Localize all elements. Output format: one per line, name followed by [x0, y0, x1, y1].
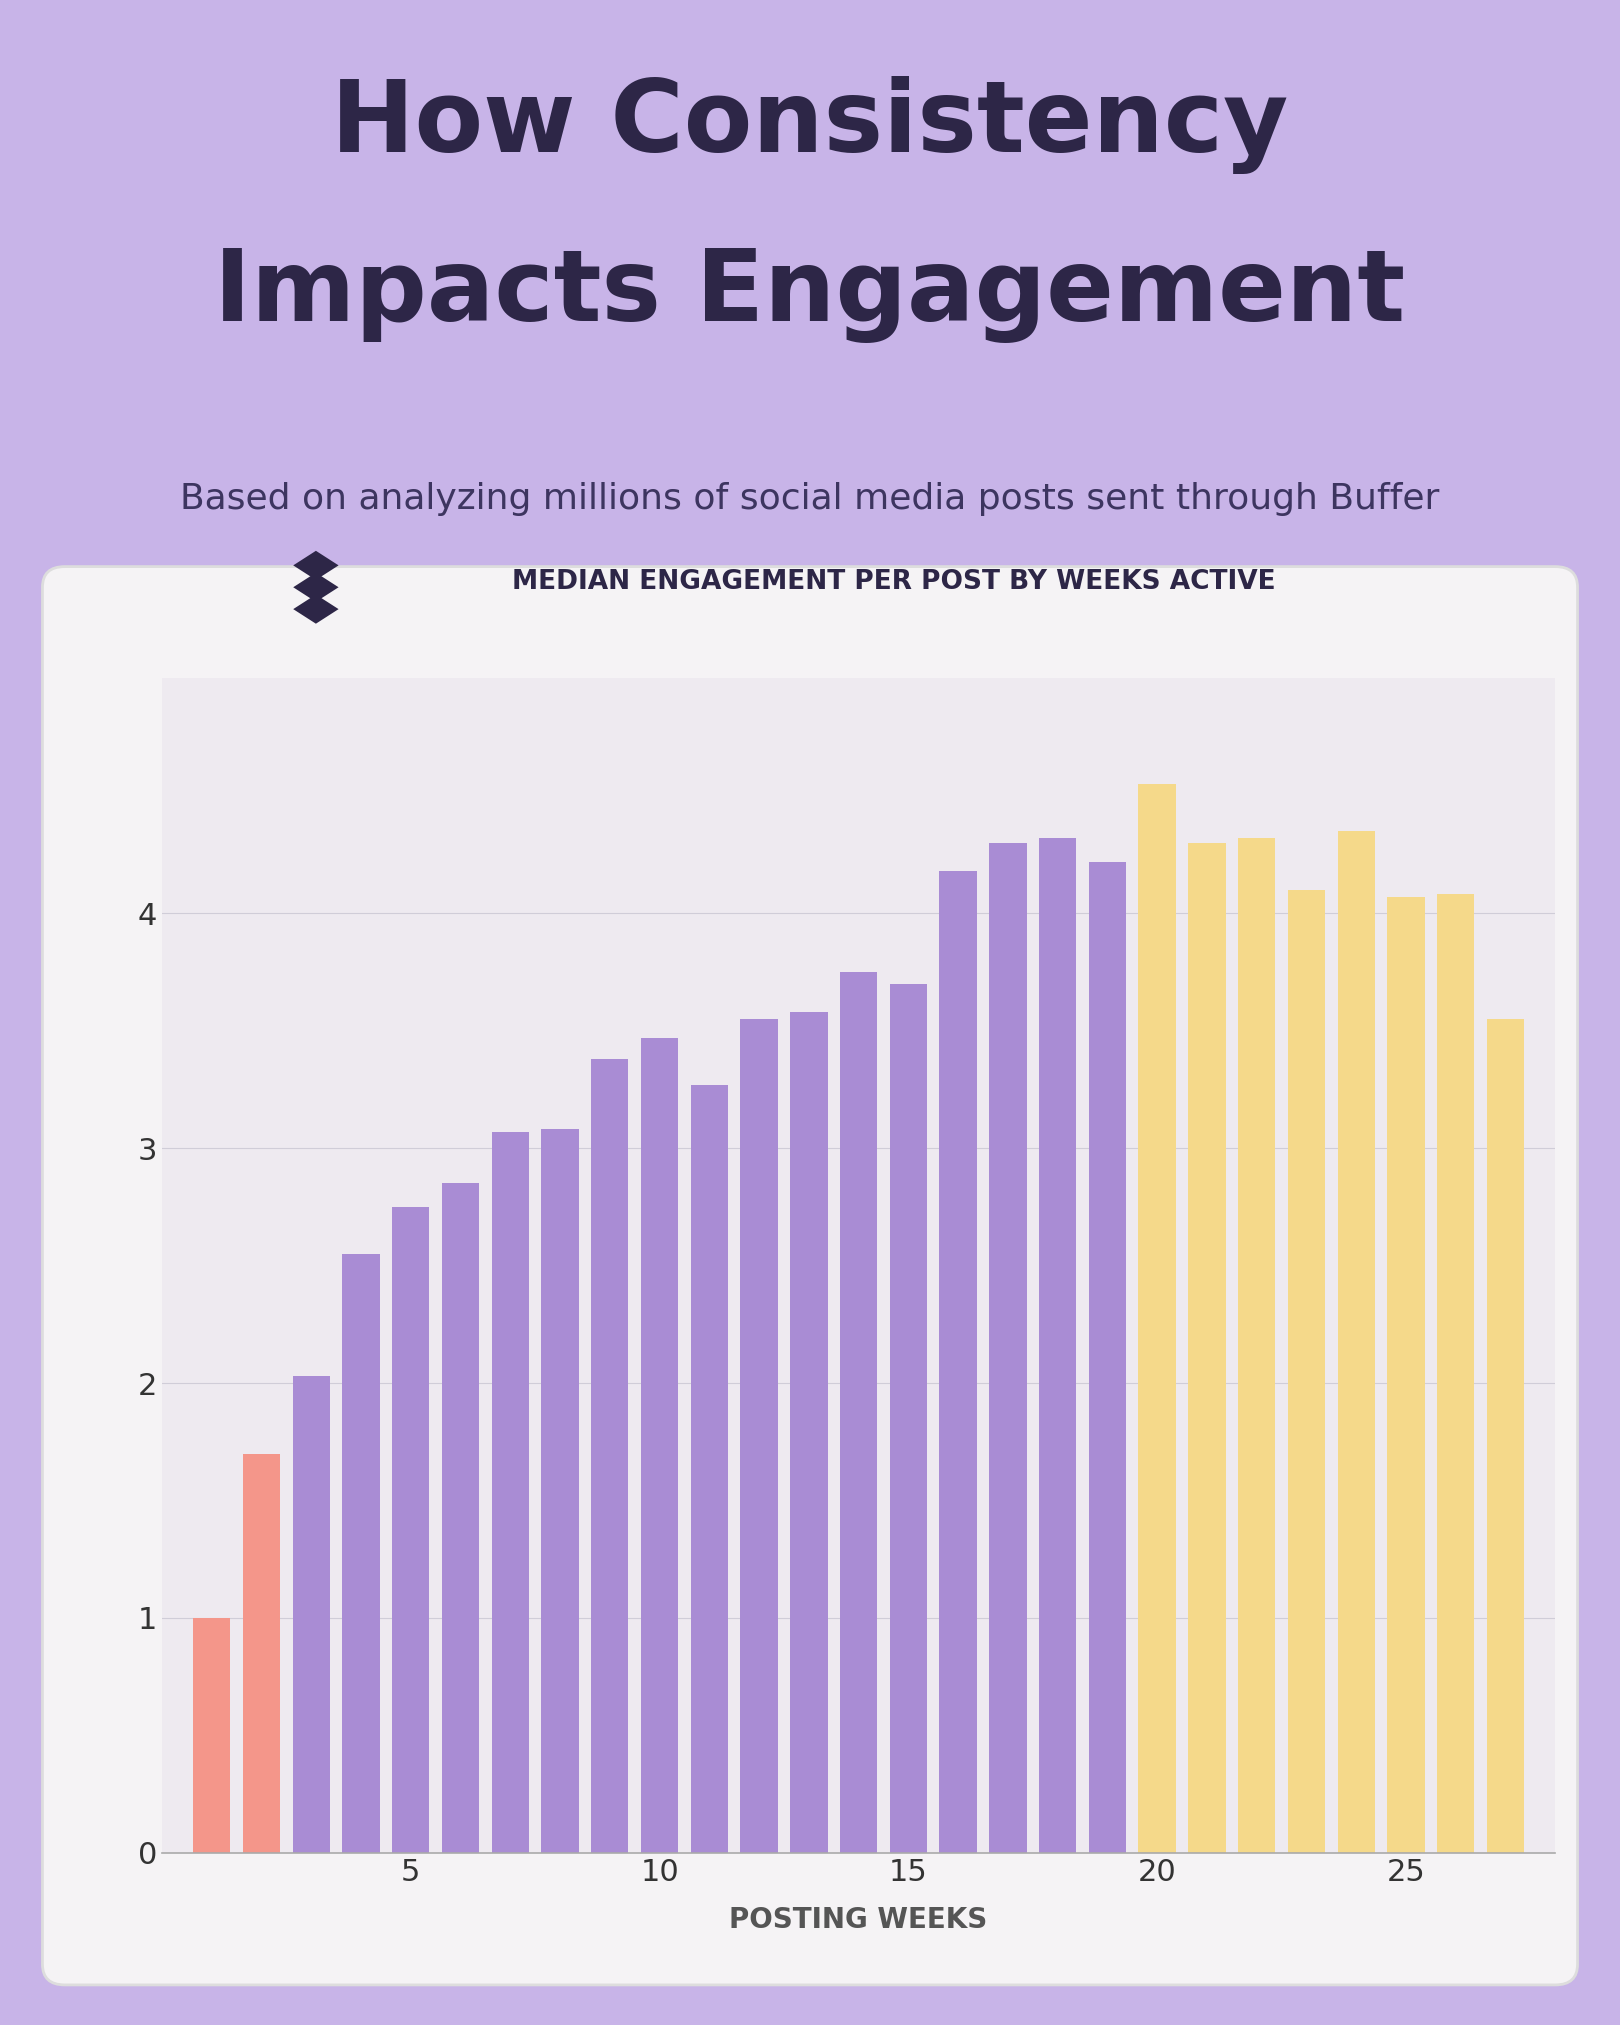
Bar: [591, 1059, 629, 1853]
Bar: [1089, 861, 1126, 1853]
Text: Impacts Engagement: Impacts Engagement: [214, 247, 1406, 344]
FancyBboxPatch shape: [42, 567, 1578, 1984]
Bar: [642, 1037, 679, 1853]
Bar: [1139, 784, 1176, 1853]
Text: How Consistency: How Consistency: [332, 75, 1288, 174]
Bar: [392, 1207, 429, 1853]
Bar: [791, 1012, 828, 1853]
Bar: [442, 1183, 480, 1853]
Bar: [1487, 1019, 1524, 1853]
Bar: [889, 984, 927, 1853]
Bar: [1187, 842, 1226, 1853]
Bar: [1288, 889, 1325, 1853]
Bar: [1238, 838, 1275, 1853]
Bar: [541, 1130, 578, 1853]
Bar: [839, 972, 878, 1853]
Bar: [690, 1085, 727, 1853]
Text: Based on analyzing millions of social media posts sent through Buffer: Based on analyzing millions of social me…: [180, 482, 1440, 516]
Text: MEDIAN ENGAGEMENT PER POST BY WEEKS ACTIVE: MEDIAN ENGAGEMENT PER POST BY WEEKS ACTI…: [512, 569, 1275, 595]
Bar: [243, 1454, 280, 1853]
Bar: [342, 1253, 379, 1853]
Bar: [940, 871, 977, 1853]
Bar: [491, 1132, 530, 1853]
Polygon shape: [293, 573, 339, 601]
X-axis label: POSTING WEEKS: POSTING WEEKS: [729, 1906, 988, 1934]
Bar: [1338, 830, 1375, 1853]
Bar: [1387, 897, 1424, 1853]
Bar: [293, 1377, 330, 1853]
Bar: [1038, 838, 1076, 1853]
Bar: [1437, 895, 1474, 1853]
Polygon shape: [293, 595, 339, 624]
Bar: [193, 1618, 230, 1853]
Bar: [740, 1019, 778, 1853]
Polygon shape: [293, 551, 339, 579]
Bar: [990, 842, 1027, 1853]
